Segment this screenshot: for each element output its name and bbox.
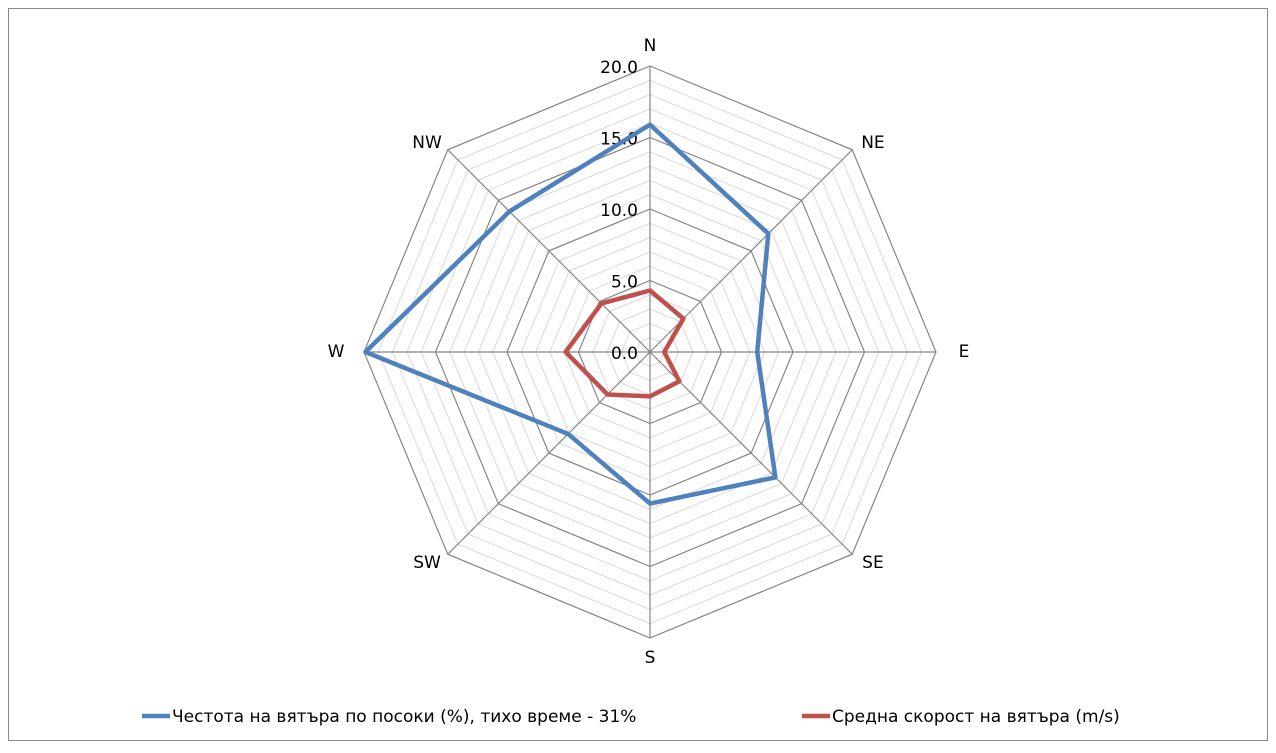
tick-label: 15.0: [600, 130, 638, 150]
tick-label: 5.0: [611, 273, 638, 293]
category-label: NW: [412, 133, 442, 153]
spoke: [447, 149, 651, 353]
tick-label: 10.0: [600, 201, 638, 221]
category-label: SW: [413, 553, 441, 573]
category-label: NE: [861, 133, 884, 153]
spoke: [447, 351, 651, 555]
category-label: W: [328, 342, 345, 362]
category-label: S: [645, 648, 656, 668]
series-line: [363, 122, 778, 506]
category-label: N: [644, 36, 657, 56]
tick-label: 20.0: [600, 58, 638, 78]
spoke: [649, 351, 853, 555]
chart-border: [8, 8, 1268, 741]
series-line: [563, 288, 686, 399]
legend-label: Честота на вятъра по посоки (%), тихо вр…: [172, 707, 636, 727]
category-label: SE: [862, 553, 884, 573]
category-label: E: [959, 342, 970, 362]
legend-label: Средна скорост на вятъра (m/s): [832, 707, 1120, 727]
tick-label: 0.0: [611, 344, 638, 364]
